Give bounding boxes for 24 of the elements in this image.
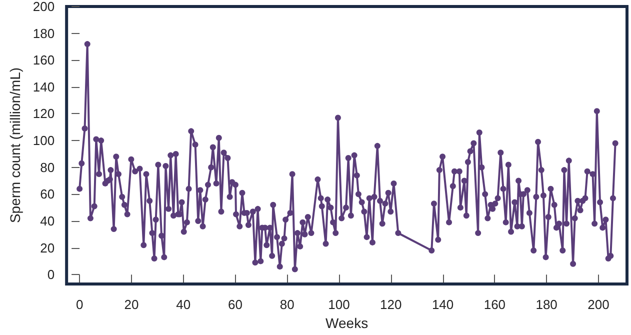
- x-tick-label: 100: [328, 297, 350, 312]
- y-tick-label: 160: [32, 52, 55, 68]
- x-tick-label: 40: [176, 297, 191, 312]
- y-tick-label: 80: [40, 160, 55, 175]
- y-tick-label: 40: [40, 213, 55, 228]
- x-tick-label: 200: [588, 297, 610, 312]
- y-tick-label: 20: [40, 240, 55, 256]
- y-tick-label: 0: [47, 267, 55, 282]
- y-tick-label: 120: [32, 106, 55, 122]
- x-axis-title: Weeks: [326, 315, 368, 331]
- y-tick-label: 200: [32, 0, 55, 14]
- y-tick-label: 180: [32, 26, 55, 41]
- x-tick-label: 120: [380, 297, 402, 312]
- x-tick-label: 160: [484, 297, 506, 312]
- y-tick-label: 140: [32, 79, 55, 94]
- x-tick-label: 60: [228, 297, 242, 312]
- y-axis-title: Sperm count (million/mL): [7, 67, 23, 224]
- x-tick-label: 180: [536, 297, 558, 312]
- x-tick-label: 140: [432, 297, 454, 312]
- x-tick-label: 0: [76, 297, 84, 312]
- x-tick-label: 80: [280, 297, 294, 312]
- y-tick-label: 100: [32, 133, 55, 148]
- x-tick-label: 20: [124, 297, 139, 312]
- y-tick-label: 60: [40, 186, 55, 202]
